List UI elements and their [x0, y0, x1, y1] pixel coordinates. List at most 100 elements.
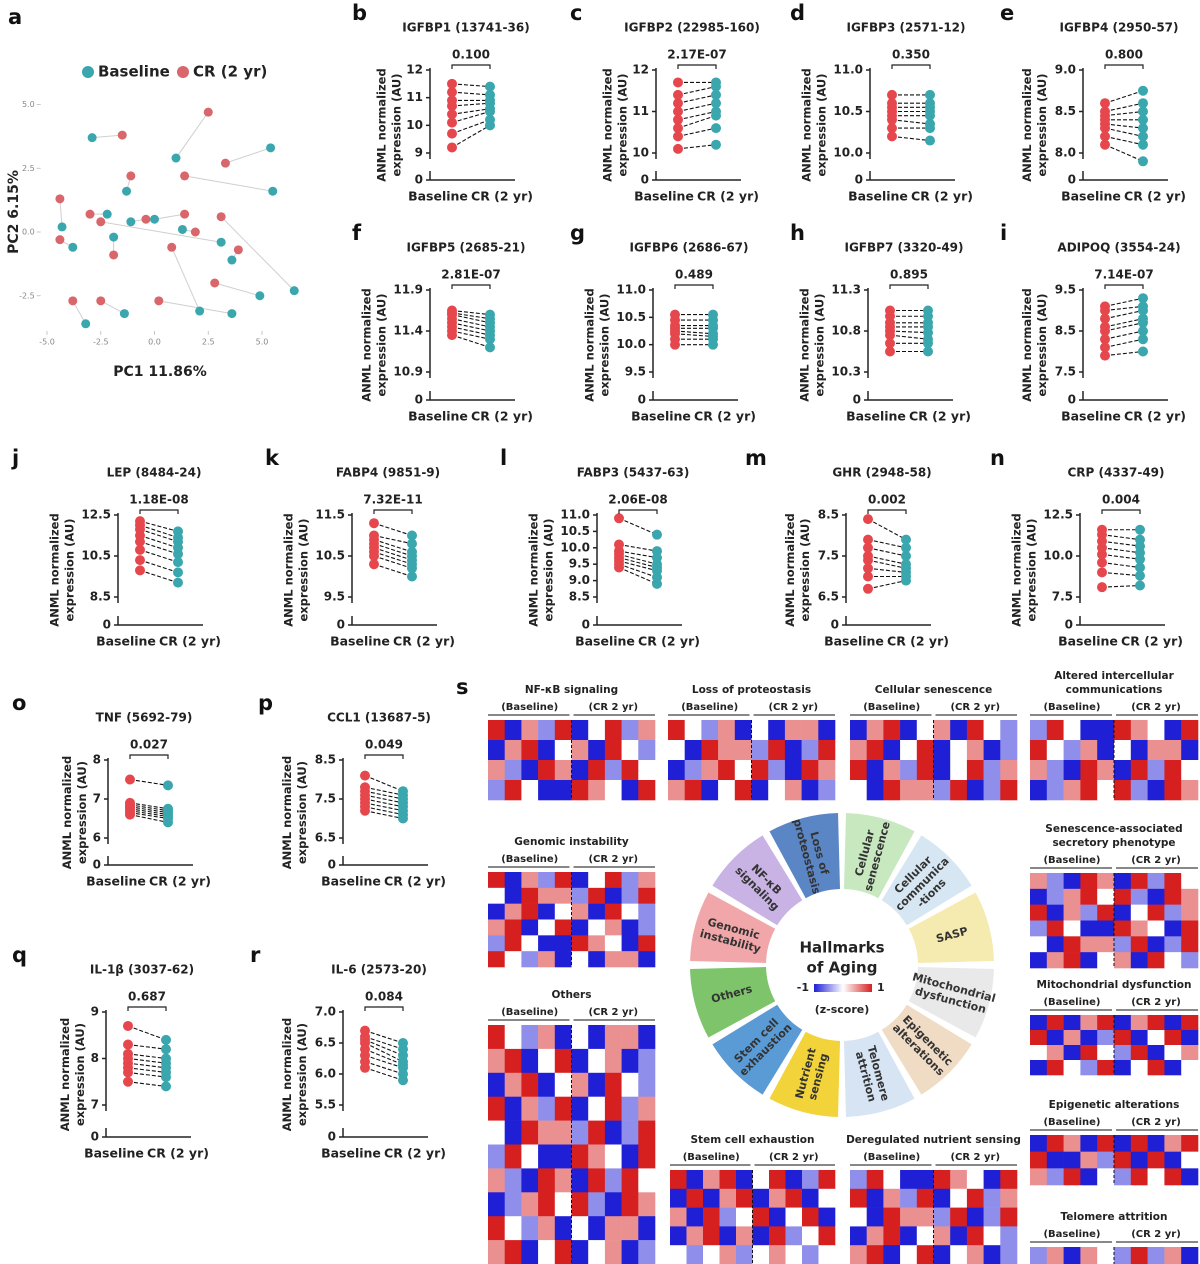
heatmap-group-label: (Baseline) [501, 854, 558, 865]
x-tick-label: Baseline [96, 634, 156, 649]
heatmap-cell [769, 1226, 786, 1246]
heatmap-cell [1130, 888, 1148, 905]
dot [485, 342, 495, 353]
heatmap-cell [801, 780, 819, 801]
y-axis-label: expression (AU) [390, 73, 404, 176]
dot [863, 583, 873, 594]
dot [447, 109, 457, 120]
heatmap-cell [703, 1188, 720, 1208]
heatmap-cell [818, 1245, 836, 1264]
point [255, 291, 265, 301]
heatmap-cell [621, 720, 639, 741]
heatmap-cell [802, 1188, 819, 1208]
y-tick-label: 7.5 [1052, 590, 1073, 604]
dot [123, 1020, 133, 1031]
wheel-segment [843, 1031, 915, 1117]
heatmap-cell [670, 1188, 687, 1208]
pair-line [451, 312, 491, 320]
heatmap-title: communications [1066, 684, 1163, 696]
pair-line [867, 539, 907, 549]
y-axis-label: ANML normalized [60, 756, 74, 869]
heatmap-cell [768, 760, 786, 781]
heatmap-cell [1181, 936, 1199, 953]
dot [1100, 313, 1110, 324]
heatmap-cell [736, 1226, 753, 1246]
dot [901, 534, 911, 545]
heatmap-cell [1063, 888, 1081, 905]
y-axis-label: ANML normalized [280, 756, 294, 869]
dot [885, 338, 895, 349]
dot [708, 309, 718, 320]
y-tick-label: 0 [831, 618, 839, 632]
heatmap-cell [1181, 720, 1199, 741]
heatmap-cell [701, 780, 719, 801]
heatmap-cell [621, 1216, 639, 1241]
heatmap-cell [488, 1168, 505, 1193]
heatmap-cell [1147, 760, 1165, 781]
pair-line [1104, 305, 1144, 312]
heatmap-cell [900, 780, 918, 801]
pair-line [1104, 110, 1144, 117]
pair-line [373, 534, 413, 545]
heatmap-cell [1030, 1060, 1048, 1076]
significance-bracket [867, 509, 907, 514]
point [126, 217, 136, 227]
y-tick-label: 9.5 [569, 557, 590, 571]
heatmap-cell [751, 740, 769, 761]
dot [1138, 293, 1148, 304]
panel-title: IGFBP3 (2571-12) [846, 21, 965, 35]
wheel-segment [769, 813, 841, 899]
heatmap-cell [521, 740, 539, 761]
heatmap-cell [802, 1226, 819, 1246]
heatmap-cell [604, 872, 622, 889]
heatmap-cell [588, 903, 606, 920]
y-tick-label: 8.0 [1055, 146, 1076, 160]
heatmap-cell [1164, 1045, 1182, 1061]
heatmap-cell [521, 1144, 539, 1169]
point [180, 171, 190, 181]
heatmap-cell [785, 1207, 803, 1227]
heatmap-cell [718, 780, 736, 801]
significance-bracket [891, 64, 931, 69]
y-axis-label: ANML normalized [527, 513, 541, 626]
heatmap-cell [554, 1025, 572, 1050]
p-value: 2.06E-08 [608, 493, 667, 507]
heatmap-cell [554, 1048, 572, 1074]
heatmap-cell [504, 740, 522, 761]
heatmap-cell [571, 1216, 589, 1241]
pair-line [129, 814, 169, 823]
heatmap-cell [718, 720, 736, 741]
heatmap-cell [719, 1170, 737, 1190]
heatmap-cell [638, 1168, 656, 1193]
heatmap-cell [883, 720, 901, 741]
heatmap-cell [850, 780, 867, 801]
y-axis-label: expression (AU) [63, 518, 77, 621]
heatmap-cell [751, 780, 769, 801]
dot [673, 98, 683, 109]
heatmap-cell [1030, 1030, 1048, 1046]
pair-connector [175, 111, 209, 159]
point [68, 242, 78, 252]
heatmap-cell [571, 1168, 589, 1193]
y-axis-label: expression (AU) [542, 518, 556, 621]
heatmap-cell [604, 951, 622, 968]
heatmap-cell [638, 919, 656, 936]
heatmap-cell [1097, 740, 1115, 761]
heatmap-cell [1080, 888, 1098, 905]
dot [407, 546, 417, 557]
heatmap-cell [983, 780, 1001, 801]
heatmap-cell [818, 740, 836, 761]
point [180, 209, 190, 219]
heatmap-group-label: (Baseline) [683, 1152, 740, 1163]
heatmap-cell [1030, 873, 1048, 890]
x-tick-label: Baseline [1061, 409, 1121, 424]
heatmap-cell [668, 740, 685, 761]
wheel-segment [690, 966, 776, 1038]
heatmap-cell [554, 935, 572, 952]
heatmap-cell [521, 760, 539, 781]
heatmap-cell [850, 1245, 867, 1264]
pair-connector [100, 221, 222, 243]
pair-line [139, 520, 179, 532]
pair-line [1104, 144, 1144, 162]
y-tick-label: 6.5 [315, 831, 336, 845]
